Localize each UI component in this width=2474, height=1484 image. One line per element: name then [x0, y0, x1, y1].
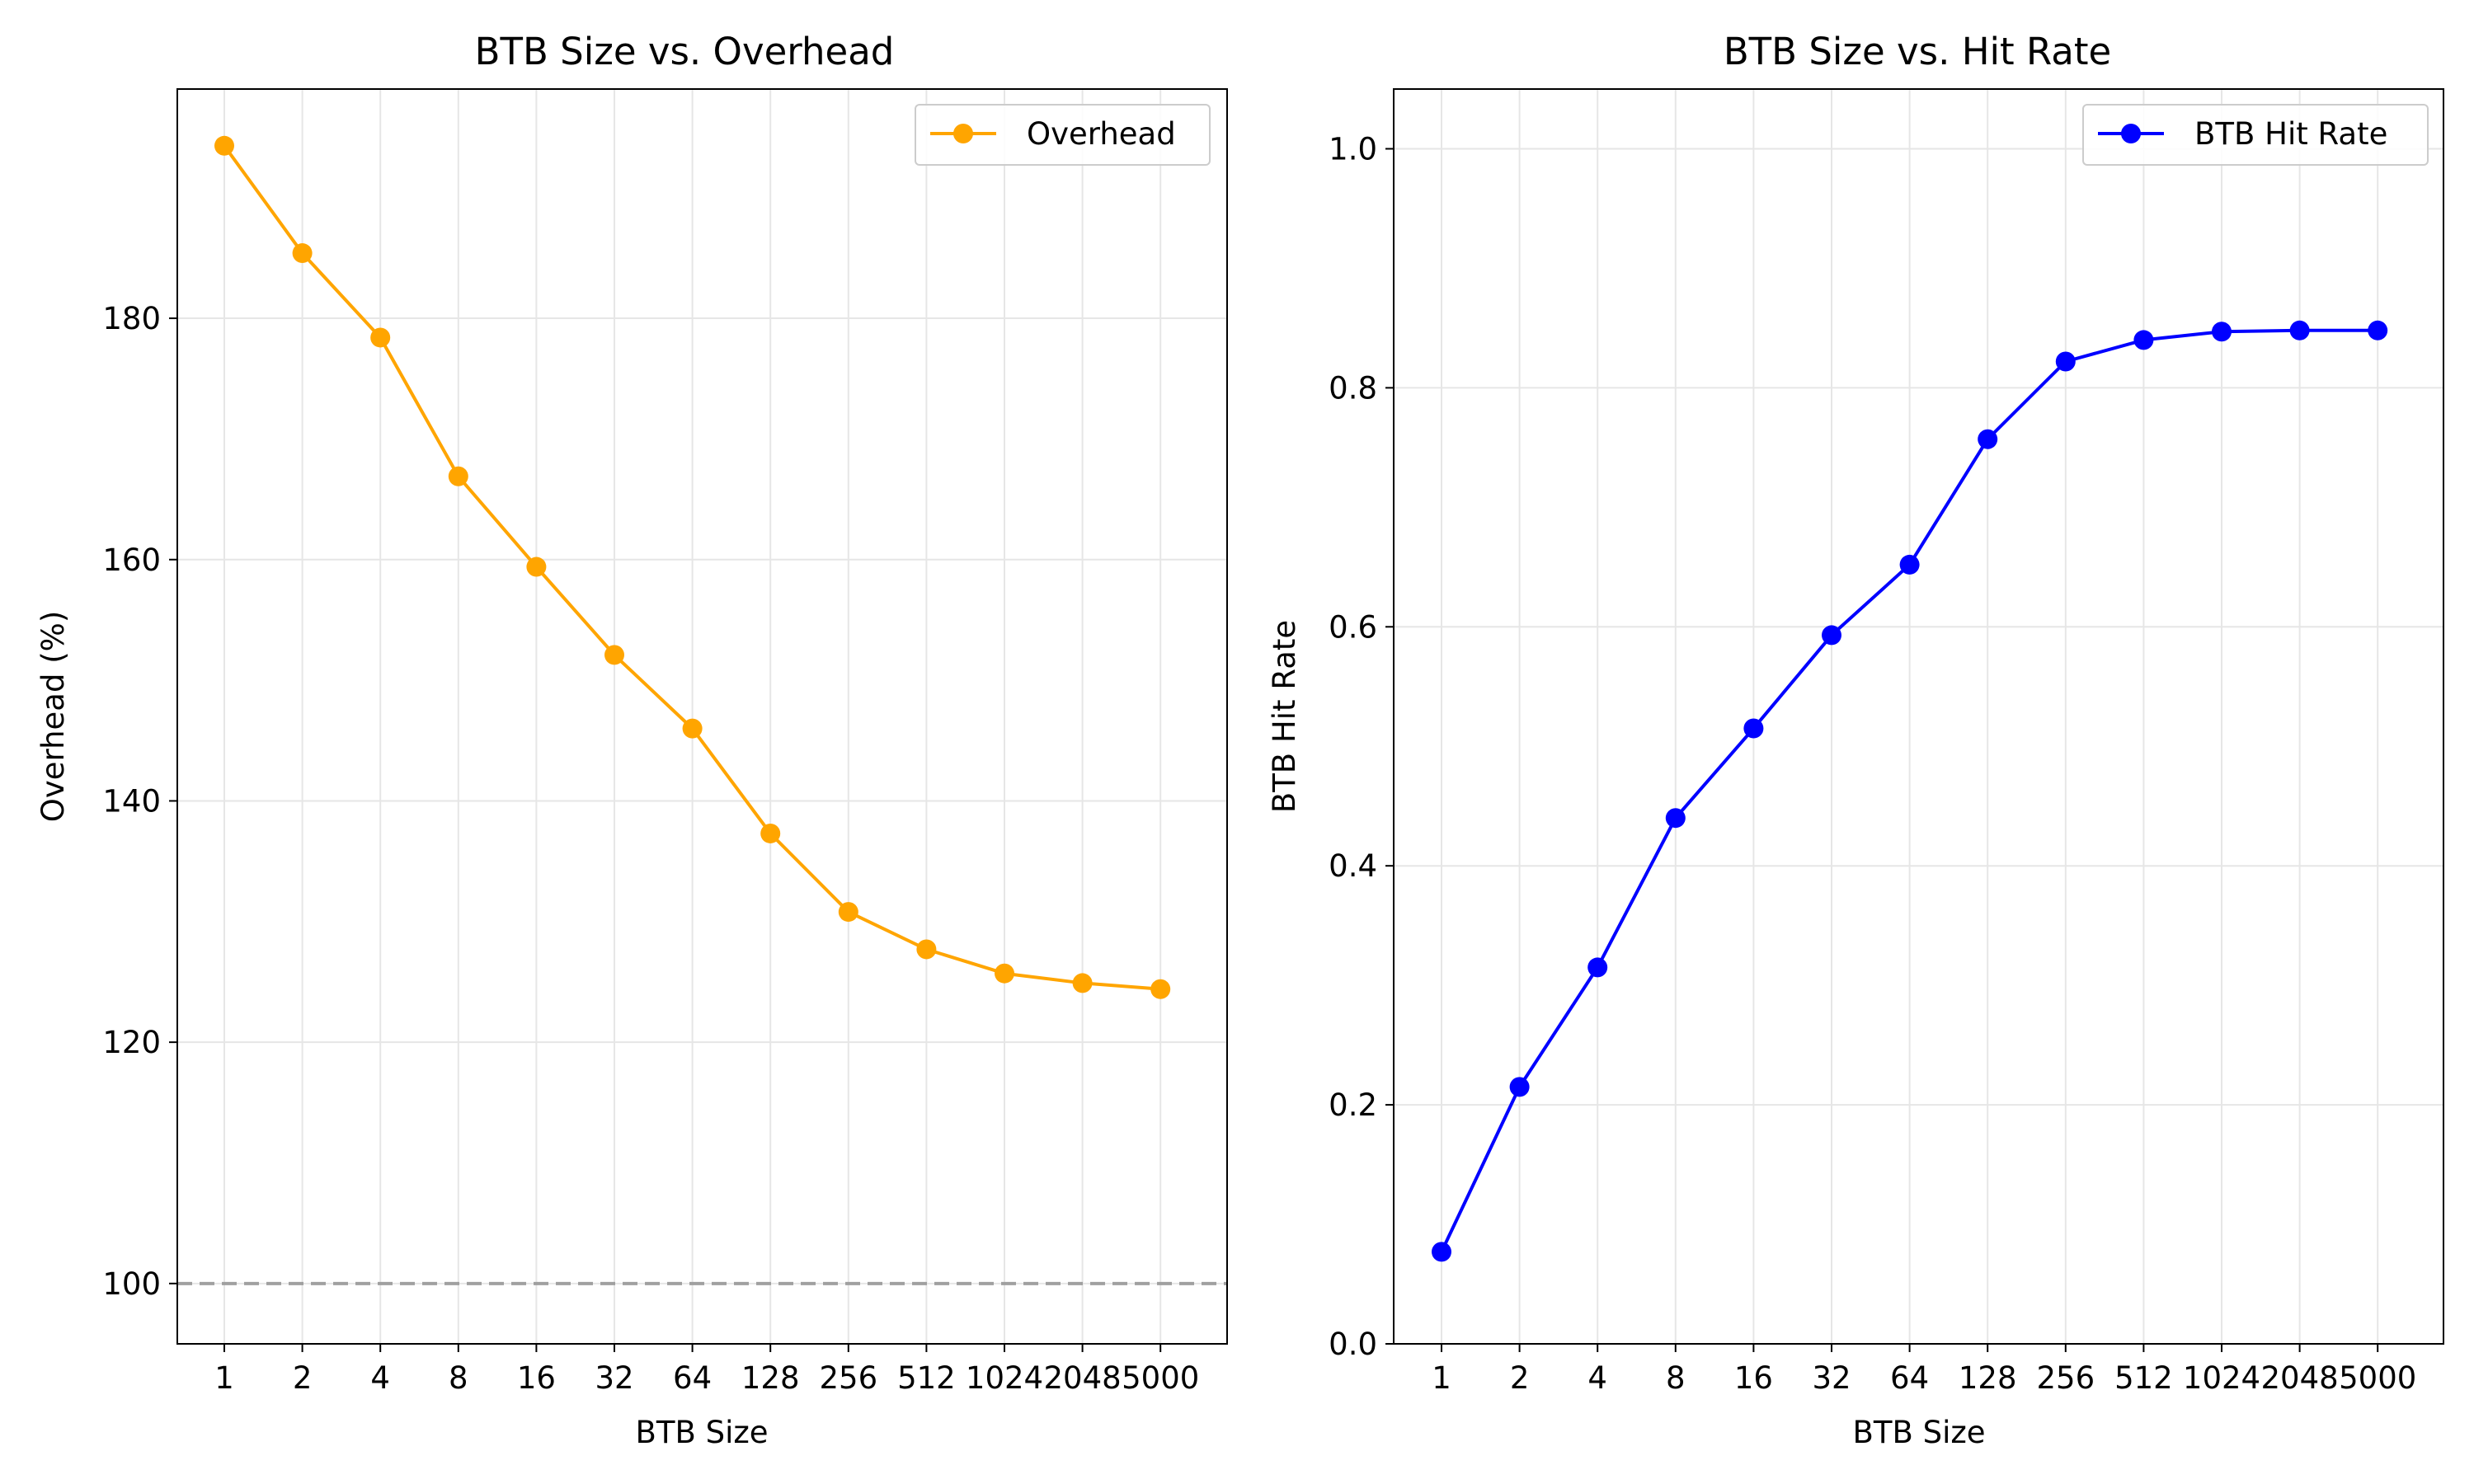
hit-rate-x-tick-label: 64 — [1890, 1360, 1929, 1396]
hit-rate-data-point — [1978, 429, 1998, 449]
overhead-chart: BTB Size vs. Overhead 1 2 4 8 16 32 64 128 256 51… — [35, 30, 1228, 1450]
hit-rate-data-point — [2055, 351, 2076, 372]
overhead-data-point — [838, 902, 858, 923]
overhead-legend: Overhead — [915, 104, 1211, 166]
hit-rate-y-tick-label: 0.2 — [1329, 1087, 1377, 1123]
overhead-x-tick-label: 2 — [293, 1360, 313, 1396]
hit-rate-data-point — [1822, 625, 1841, 646]
overhead-data-point — [760, 823, 781, 843]
hit-rate-data-point — [2289, 320, 2310, 340]
overhead-data-point — [526, 556, 547, 577]
hit-rate-x-ticks: 1 2 4 8 16 32 64 128 256 512 1024 2048 5000 — [1432, 1344, 2416, 1396]
overhead-y-ticks: 100 120 140 160 180 — [102, 301, 177, 1302]
hit-rate-y-axis-label: BTB Hit Rate — [1267, 620, 1302, 813]
overhead-data-point — [370, 327, 391, 348]
overhead-y-tick-label: 160 — [102, 542, 161, 578]
overhead-series — [214, 135, 1171, 999]
hit-rate-data-point — [1899, 554, 1920, 575]
hit-rate-data-point — [2133, 330, 2154, 350]
overhead-data-point — [214, 135, 234, 156]
overhead-x-tick-label: 256 — [819, 1360, 877, 1396]
hit-rate-x-tick-label: 256 — [2036, 1360, 2095, 1396]
overhead-data-point — [292, 243, 313, 264]
overhead-x-tick-label: 16 — [517, 1360, 556, 1396]
hit-rate-x-tick-label: 512 — [2114, 1360, 2173, 1396]
hit-rate-x-tick-label: 2048 — [2261, 1360, 2339, 1396]
hit-rate-chart: BTB Size vs. Hit Rate 1 2 4 8 16 32 64 128 256 51… — [1267, 30, 2444, 1450]
hit-rate-legend-label: BTB Hit Rate — [2194, 116, 2387, 152]
overhead-data-point — [1150, 979, 1171, 999]
overhead-x-axis-label: BTB Size — [635, 1415, 768, 1450]
hit-rate-x-axis-label: BTB Size — [1852, 1415, 1985, 1450]
overhead-x-tick-label: 32 — [595, 1360, 633, 1396]
overhead-legend-marker — [953, 124, 973, 143]
hit-rate-data-point — [1587, 957, 1608, 978]
overhead-x-tick-label: 5000 — [1122, 1360, 1199, 1396]
hit-rate-x-tick-label: 16 — [1734, 1360, 1773, 1396]
hit-rate-x-tick-label: 32 — [1812, 1360, 1851, 1396]
overhead-data-point — [448, 466, 468, 486]
hit-rate-data-point — [2368, 320, 2388, 340]
overhead-x-tick-label: 8 — [449, 1360, 468, 1396]
overhead-x-tick-label: 64 — [673, 1360, 712, 1396]
hit-rate-x-tick-label: 4 — [1587, 1360, 1607, 1396]
overhead-x-tick-label: 512 — [897, 1360, 956, 1396]
overhead-x-tick-label: 1024 — [966, 1360, 1043, 1396]
overhead-y-tick-label: 120 — [102, 1025, 161, 1060]
overhead-y-tick-label: 140 — [102, 783, 161, 819]
overhead-x-ticks: 1 2 4 8 16 32 64 128 256 512 1024 2048 5000 — [214, 1344, 1199, 1396]
hit-rate-plot-frame — [1393, 88, 2444, 1345]
overhead-legend-label: Overhead — [1027, 116, 1176, 152]
hit-rate-x-tick-label: 5000 — [2339, 1360, 2416, 1396]
hit-rate-x-tick-label: 2 — [1510, 1360, 1530, 1396]
overhead-x-tick-label: 4 — [370, 1360, 390, 1396]
hit-rate-data-point — [2212, 322, 2232, 342]
overhead-grid — [177, 89, 1227, 1344]
overhead-x-tick-label: 2048 — [1044, 1360, 1122, 1396]
overhead-plot-frame — [176, 88, 1228, 1345]
overhead-x-tick-label: 128 — [741, 1360, 800, 1396]
hit-rate-x-tick-label: 8 — [1666, 1360, 1686, 1396]
overhead-data-point — [604, 645, 624, 665]
hit-rate-x-tick-label: 128 — [1959, 1360, 2017, 1396]
overhead-y-axis-label: Overhead (%) — [35, 611, 71, 823]
overhead-data-point — [916, 939, 937, 960]
hit-rate-y-ticks: 0.0 0.2 0.4 0.6 0.8 1.0 — [1329, 131, 1394, 1362]
overhead-y-tick-label: 180 — [102, 301, 161, 336]
hit-rate-y-tick-label: 0.0 — [1329, 1327, 1377, 1362]
hit-rate-x-tick-label: 1024 — [2183, 1360, 2260, 1396]
hit-rate-y-tick-label: 0.8 — [1329, 370, 1377, 406]
hit-rate-legend-box — [2082, 104, 2429, 166]
hit-rate-y-tick-label: 1.0 — [1329, 131, 1377, 167]
overhead-data-point — [1072, 973, 1093, 993]
hit-rate-chart-title: BTB Size vs. Hit Rate — [1724, 30, 2111, 73]
hit-rate-data-point — [1509, 1077, 1530, 1097]
hit-rate-data-point — [1743, 718, 1764, 739]
overhead-data-point — [995, 963, 1014, 984]
hit-rate-series — [1432, 320, 2388, 1262]
overhead-chart-title: BTB Size vs. Overhead — [475, 30, 895, 73]
hit-rate-data-point — [1432, 1242, 1451, 1262]
overhead-data-point — [682, 718, 703, 739]
overhead-legend-box — [915, 104, 1211, 166]
overhead-x-tick-label: 1 — [214, 1360, 234, 1396]
hit-rate-legend: BTB Hit Rate — [2082, 104, 2429, 166]
hit-rate-x-tick-label: 1 — [1432, 1360, 1451, 1396]
hit-rate-y-tick-label: 0.4 — [1329, 848, 1377, 884]
overhead-y-tick-label: 100 — [102, 1266, 161, 1302]
hit-rate-legend-marker — [2121, 124, 2141, 143]
hit-rate-y-tick-label: 0.6 — [1329, 609, 1377, 645]
hit-rate-data-point — [1665, 808, 1686, 829]
